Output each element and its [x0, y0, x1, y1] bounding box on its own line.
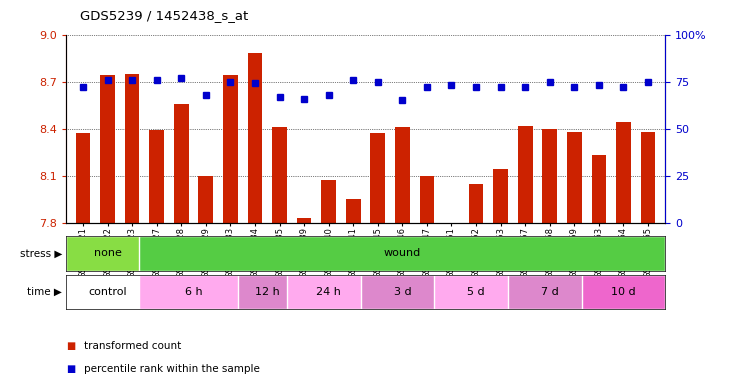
Bar	[420, 176, 434, 223]
Text: ■: ■	[66, 341, 75, 351]
Bar	[469, 184, 483, 223]
Bar	[223, 75, 238, 223]
Text: GDS5239 / 1452438_s_at: GDS5239 / 1452438_s_at	[80, 9, 249, 22]
Bar	[360, 275, 444, 309]
Text: percentile rank within the sample: percentile rank within the sample	[84, 364, 260, 374]
Bar	[567, 132, 582, 223]
Bar	[75, 133, 91, 223]
Bar	[66, 275, 149, 309]
Bar	[322, 180, 336, 223]
Text: 5 d: 5 d	[467, 287, 485, 297]
Bar	[125, 74, 140, 223]
Bar	[582, 275, 665, 309]
Text: 3 d: 3 d	[393, 287, 411, 297]
Text: 6 h: 6 h	[185, 287, 202, 297]
Bar	[174, 104, 189, 223]
Bar	[640, 132, 656, 223]
Bar	[508, 275, 591, 309]
Text: wound: wound	[384, 248, 421, 258]
Bar	[66, 236, 149, 271]
Bar	[238, 275, 297, 309]
Bar	[542, 129, 557, 223]
Bar	[346, 199, 360, 223]
Bar	[287, 275, 371, 309]
Bar	[493, 169, 508, 223]
Bar	[395, 127, 409, 223]
Bar	[140, 275, 248, 309]
Bar	[198, 176, 213, 223]
Text: control: control	[88, 287, 127, 297]
Text: 12 h: 12 h	[255, 287, 280, 297]
Bar	[616, 122, 631, 223]
Text: transformed count: transformed count	[84, 341, 181, 351]
Text: stress ▶: stress ▶	[20, 248, 62, 258]
Bar	[149, 130, 164, 223]
Bar	[297, 218, 311, 223]
Text: 10 d: 10 d	[611, 287, 636, 297]
Bar	[444, 223, 459, 224]
Bar	[434, 275, 518, 309]
Bar	[518, 126, 533, 223]
Bar	[591, 155, 606, 223]
Text: 24 h: 24 h	[317, 287, 341, 297]
Bar	[140, 236, 665, 271]
Text: none: none	[94, 248, 121, 258]
Text: 7 d: 7 d	[541, 287, 558, 297]
Text: ■: ■	[66, 364, 75, 374]
Text: time ▶: time ▶	[27, 287, 62, 297]
Bar	[248, 53, 262, 223]
Bar	[371, 133, 385, 223]
Bar	[272, 127, 287, 223]
Bar	[100, 75, 115, 223]
